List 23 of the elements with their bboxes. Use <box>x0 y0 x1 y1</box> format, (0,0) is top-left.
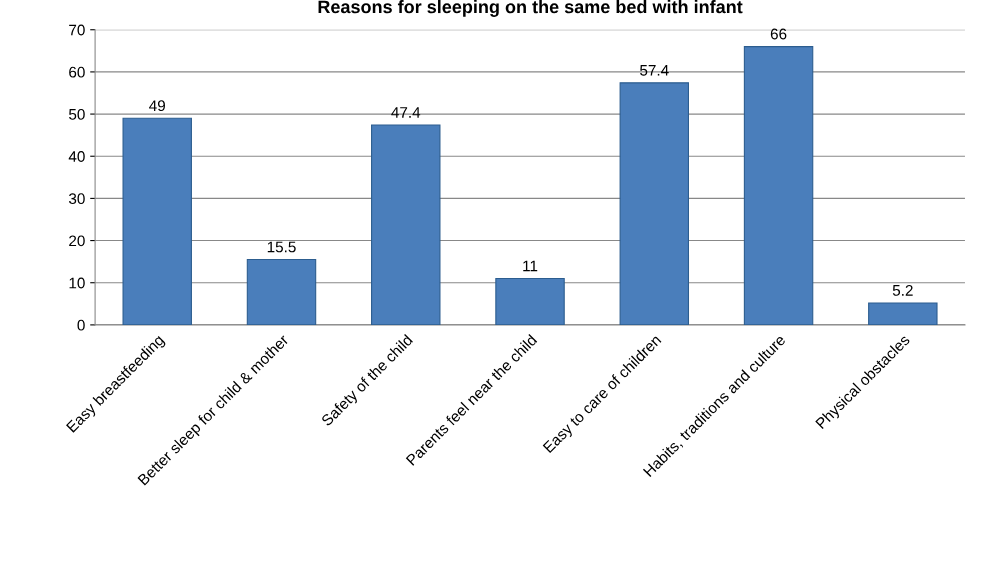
data-label: 5.2 <box>892 284 913 296</box>
data-label: 66 <box>770 28 787 40</box>
data-label: 57.4 <box>640 65 669 76</box>
y-tick-label: 70 <box>69 24 85 36</box>
y-tick-label: 10 <box>69 277 85 289</box>
bar <box>122 117 192 325</box>
bar <box>868 302 938 325</box>
y-tick-label: 20 <box>69 235 85 247</box>
bar <box>619 82 690 325</box>
data-label: 49 <box>149 100 165 112</box>
y-tick-label: 40 <box>68 151 85 162</box>
bar <box>495 277 565 325</box>
bar <box>246 258 317 325</box>
data-label: 47.4 <box>391 107 421 118</box>
bar <box>743 46 814 325</box>
data-label: 15.5 <box>267 241 296 253</box>
y-tick-label: 60 <box>69 66 85 78</box>
data-label: 11 <box>523 260 538 272</box>
y-tick-label: 30 <box>68 193 85 205</box>
y-tick-label: 50 <box>68 108 85 120</box>
y-tick-label: 0 <box>77 319 85 331</box>
chart-title: Reasons for sleeping on the same bed with infant <box>318 0 743 17</box>
bar <box>371 124 441 325</box>
